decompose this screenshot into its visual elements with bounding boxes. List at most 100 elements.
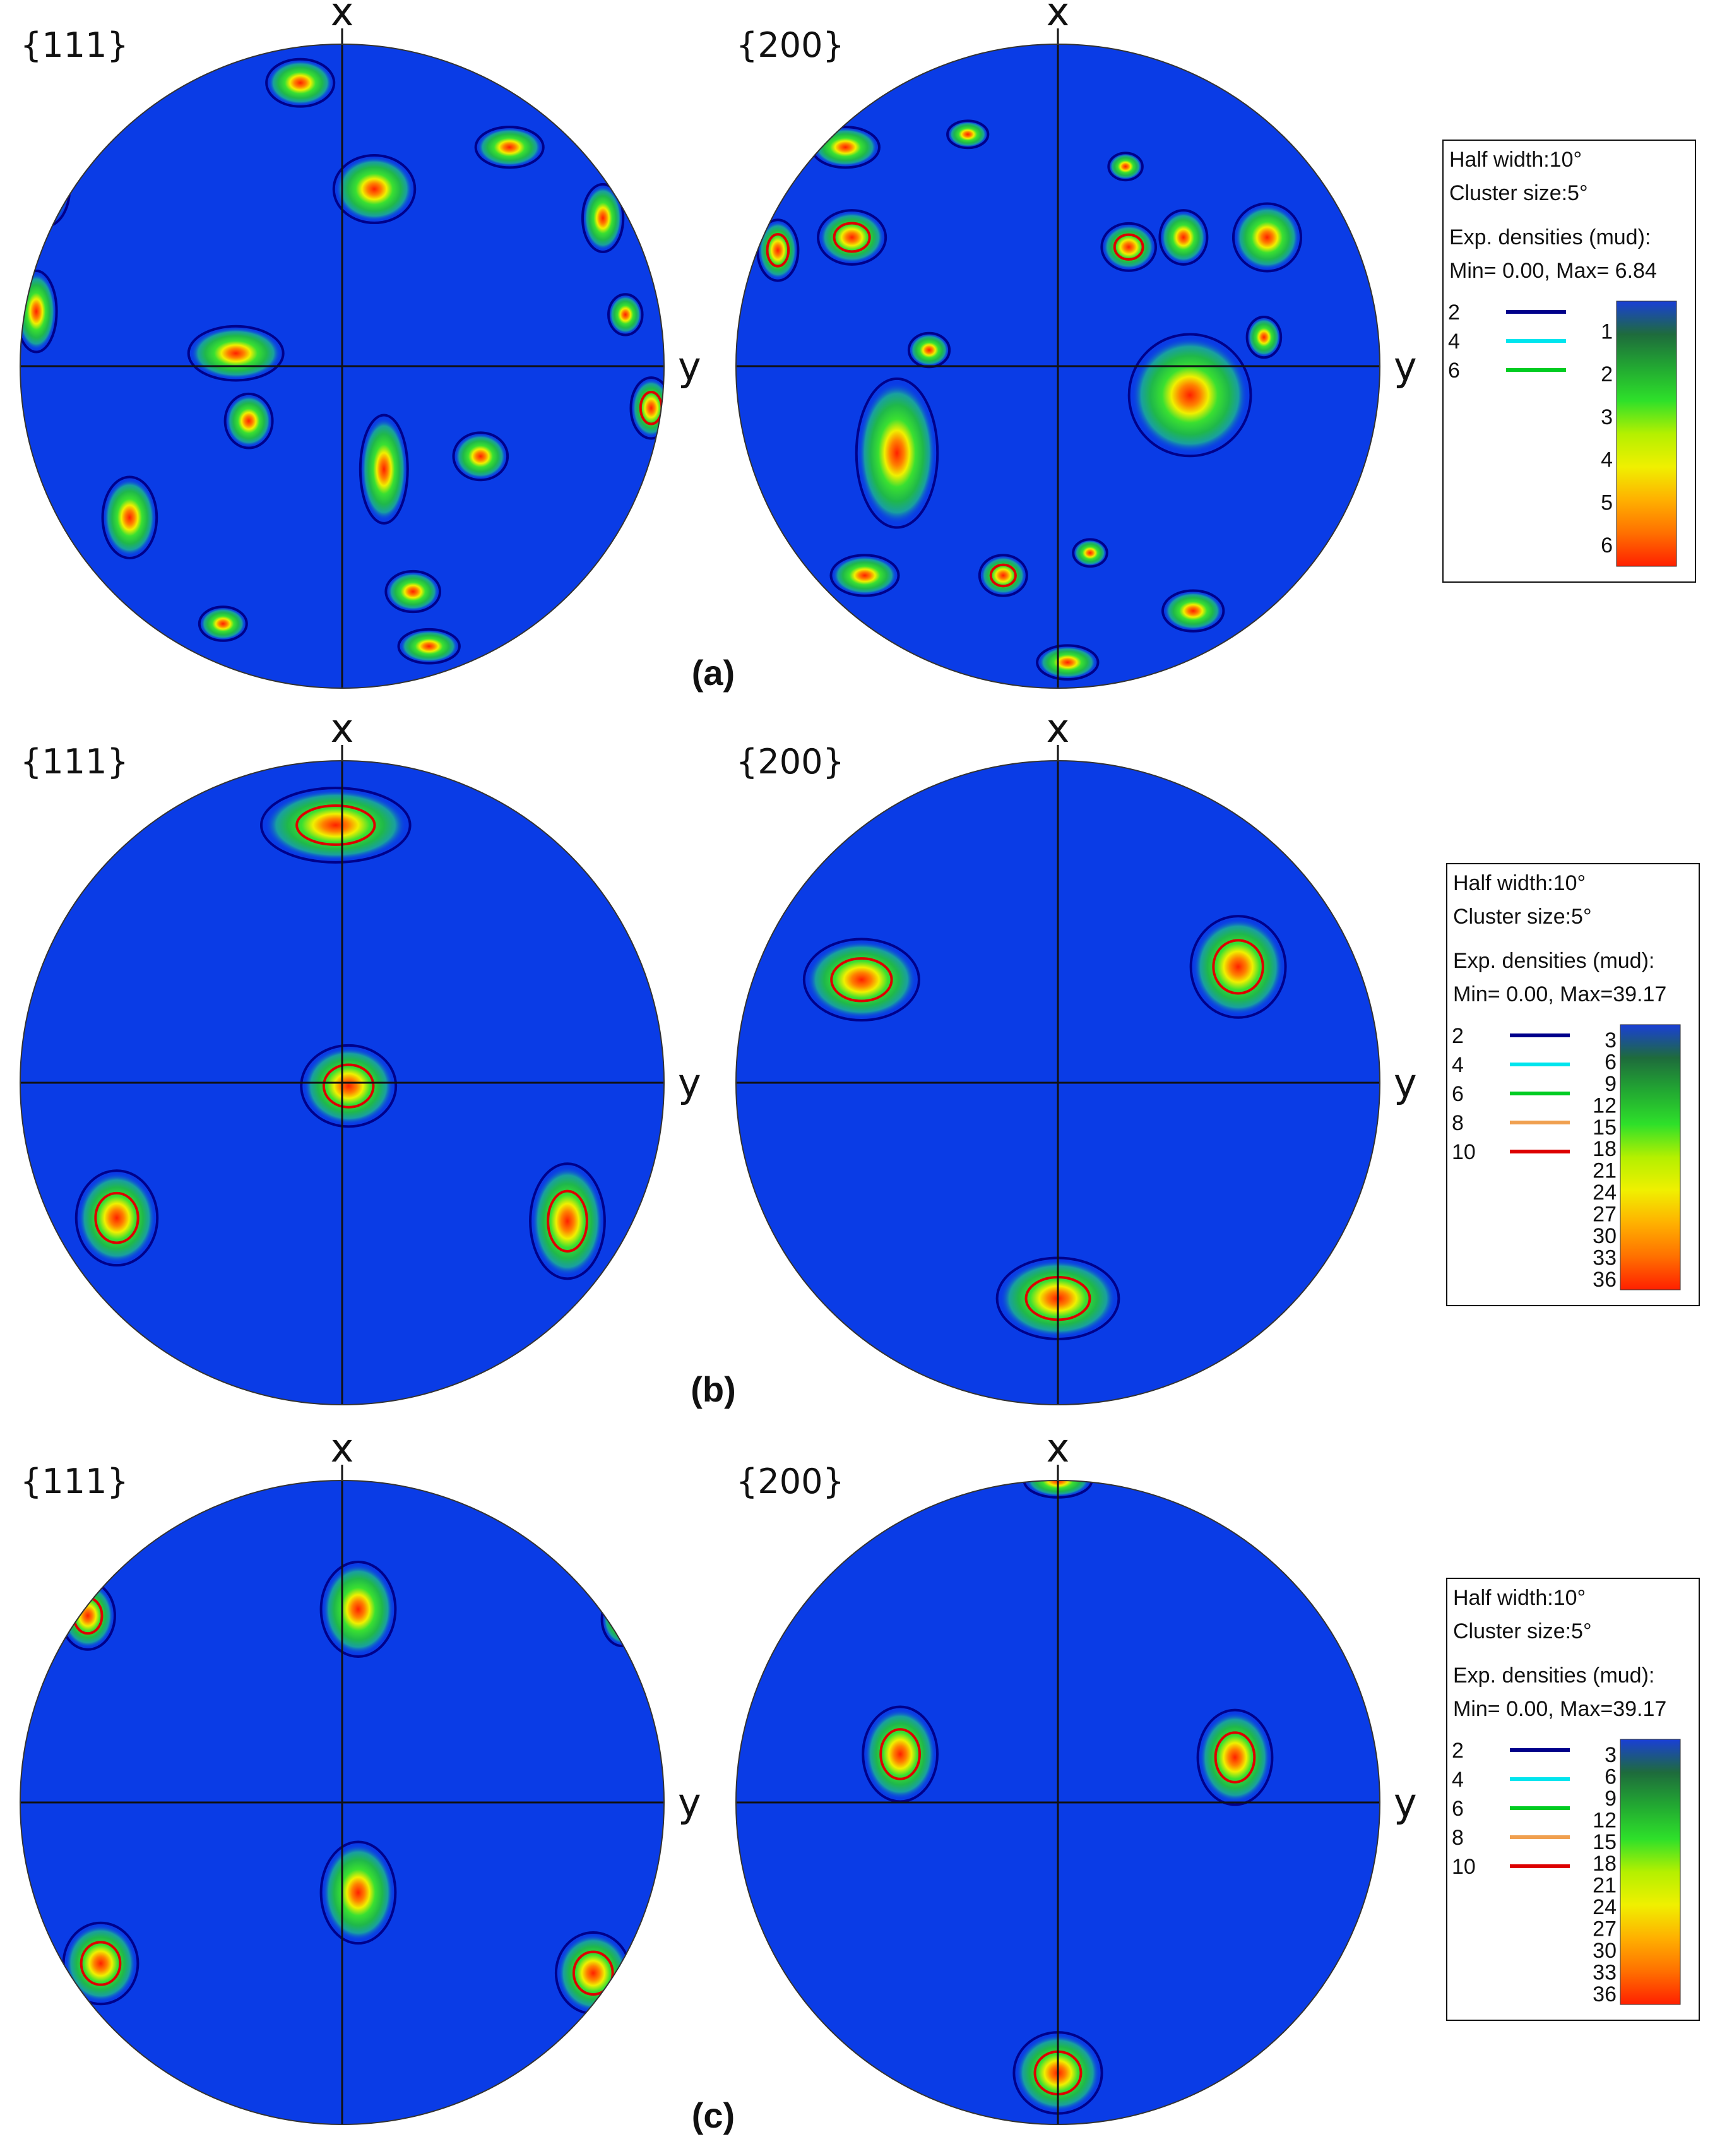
density-pole (23, 153, 69, 225)
contour-value: 10 (1452, 1140, 1476, 1164)
scale-tick-label: 18 (1593, 1137, 1617, 1161)
contour-line (1161, 589, 1225, 633)
scale-tick-label: 12 (1593, 1093, 1617, 1117)
contour-value: 4 (1452, 1768, 1464, 1792)
density-pole (531, 1166, 603, 1277)
pole-figure-200: x y {200} (735, 1425, 1417, 2125)
density-pole (819, 211, 884, 263)
contour-line (629, 376, 664, 440)
pole-figure-title: {111} (20, 1462, 129, 1501)
scale-tick-label: 3 (1605, 1743, 1617, 1767)
y-axis-label: y (678, 1780, 701, 1826)
contour-line (529, 1162, 606, 1280)
scale-tick-label: 9 (1605, 1787, 1617, 1811)
contour-line (101, 475, 158, 559)
pole-figure-rim (20, 44, 665, 689)
x-axis-label: x (331, 1425, 354, 1471)
contour-value: 6 (1448, 359, 1460, 383)
scale-tick-label: 33 (1593, 1246, 1617, 1270)
scale-tick-label: 9 (1605, 1072, 1617, 1096)
contour-line-high (833, 222, 871, 253)
density-pole (1103, 224, 1154, 270)
pole-figure-title: {200} (736, 1462, 845, 1501)
contour-line (452, 431, 509, 482)
contour-value: 6 (1452, 1082, 1464, 1106)
density-pole (833, 556, 897, 595)
density-pole (1026, 1480, 1090, 1497)
legend-line: Half width:10° (1449, 148, 1582, 172)
contour-line-high (1212, 939, 1264, 995)
density-blobs (74, 787, 606, 1280)
scale-tick-label: 15 (1593, 1116, 1617, 1140)
contour-line (1036, 644, 1100, 681)
density-pole (400, 630, 458, 663)
density-pole (1164, 592, 1223, 631)
contour-line (319, 1840, 397, 1945)
pole-figure-title: {111} (20, 742, 129, 782)
legend-box: Half width:10° Cluster size:5° Exp. densit… (1442, 140, 1696, 583)
scale-tick-label: 6 (1605, 1051, 1617, 1075)
x-axis-label: x (1047, 0, 1070, 35)
contour-line (1107, 152, 1144, 182)
contour-line (855, 377, 939, 529)
scale-tick-label: 36 (1593, 1268, 1617, 1292)
legend-line: Half width:10° (1453, 871, 1586, 895)
pole-figure-111: x y {111} (20, 705, 701, 1405)
pole-figure-rim (735, 44, 1380, 689)
contour-line-high (1214, 1731, 1256, 1784)
contour-line-high (572, 1950, 614, 1996)
contour-line (862, 1705, 939, 1803)
contour-line (1158, 209, 1209, 266)
density-pole (65, 1924, 136, 2003)
density-pole (758, 221, 797, 280)
legend-line: Cluster size:5° (1453, 1619, 1592, 1643)
density-blobs (862, 1480, 1274, 2115)
scale-tick-label: 12 (1593, 1808, 1617, 1832)
scale-tick-label: 21 (1593, 1159, 1617, 1183)
legend-line: Exp. densities (mud): (1453, 1664, 1654, 1688)
density-pole (980, 556, 1026, 595)
contour-line-high (830, 957, 893, 1003)
contour-line (817, 209, 887, 266)
x-axis-label: x (331, 705, 354, 751)
y-axis-label: y (1394, 343, 1417, 390)
scale-tick-label: 30 (1593, 1939, 1617, 1963)
scale-tick-label: 1 (1601, 319, 1613, 343)
scale-tick-label: 18 (1593, 1852, 1617, 1876)
y-axis-label: y (678, 343, 701, 390)
contour-line (607, 293, 644, 337)
contour-value: 4 (1452, 1053, 1464, 1077)
scale-tick-label: 30 (1593, 1224, 1617, 1248)
pole-figure-200: x y {200} (735, 705, 1417, 1405)
density-pole (609, 295, 642, 334)
contour-line (1100, 222, 1158, 272)
density-pole (1132, 337, 1248, 453)
panel-b: x y {111} x y {200} (b) Half width:10° Cluster s… (20, 705, 1700, 1409)
density-pole (1109, 153, 1142, 180)
scale-tick-label: 3 (1601, 405, 1613, 429)
panel-label: (a) (692, 653, 735, 693)
density-pole (858, 382, 936, 524)
contour-line-high (879, 1728, 921, 1780)
scale-tick-label: 27 (1593, 1917, 1617, 1941)
y-axis-label: y (1394, 1060, 1417, 1106)
contour-line (20, 270, 58, 354)
contour-line (359, 414, 409, 525)
scale-tick-label: 6 (1601, 533, 1613, 557)
color-scale-bar (1620, 1739, 1681, 2005)
scale-tick-label: 21 (1593, 1874, 1617, 1898)
contour-line (1189, 915, 1287, 1019)
scale-tick-label: 27 (1593, 1203, 1617, 1227)
density-pole (78, 1172, 156, 1263)
density-pole (910, 334, 949, 366)
contour-line (223, 392, 274, 450)
scale-tick-label: 6 (1605, 1765, 1617, 1789)
scale-tick-label: 5 (1601, 491, 1613, 515)
panel-label: (c) (692, 2095, 735, 2135)
contour-line (474, 126, 545, 169)
contour-value: 2 (1452, 1739, 1464, 1763)
contour-line (1231, 202, 1303, 273)
contour-line-high (295, 804, 376, 846)
legend-line: Min= 0.00, Max=39.17 (1453, 982, 1666, 1006)
contour-line (259, 787, 412, 864)
